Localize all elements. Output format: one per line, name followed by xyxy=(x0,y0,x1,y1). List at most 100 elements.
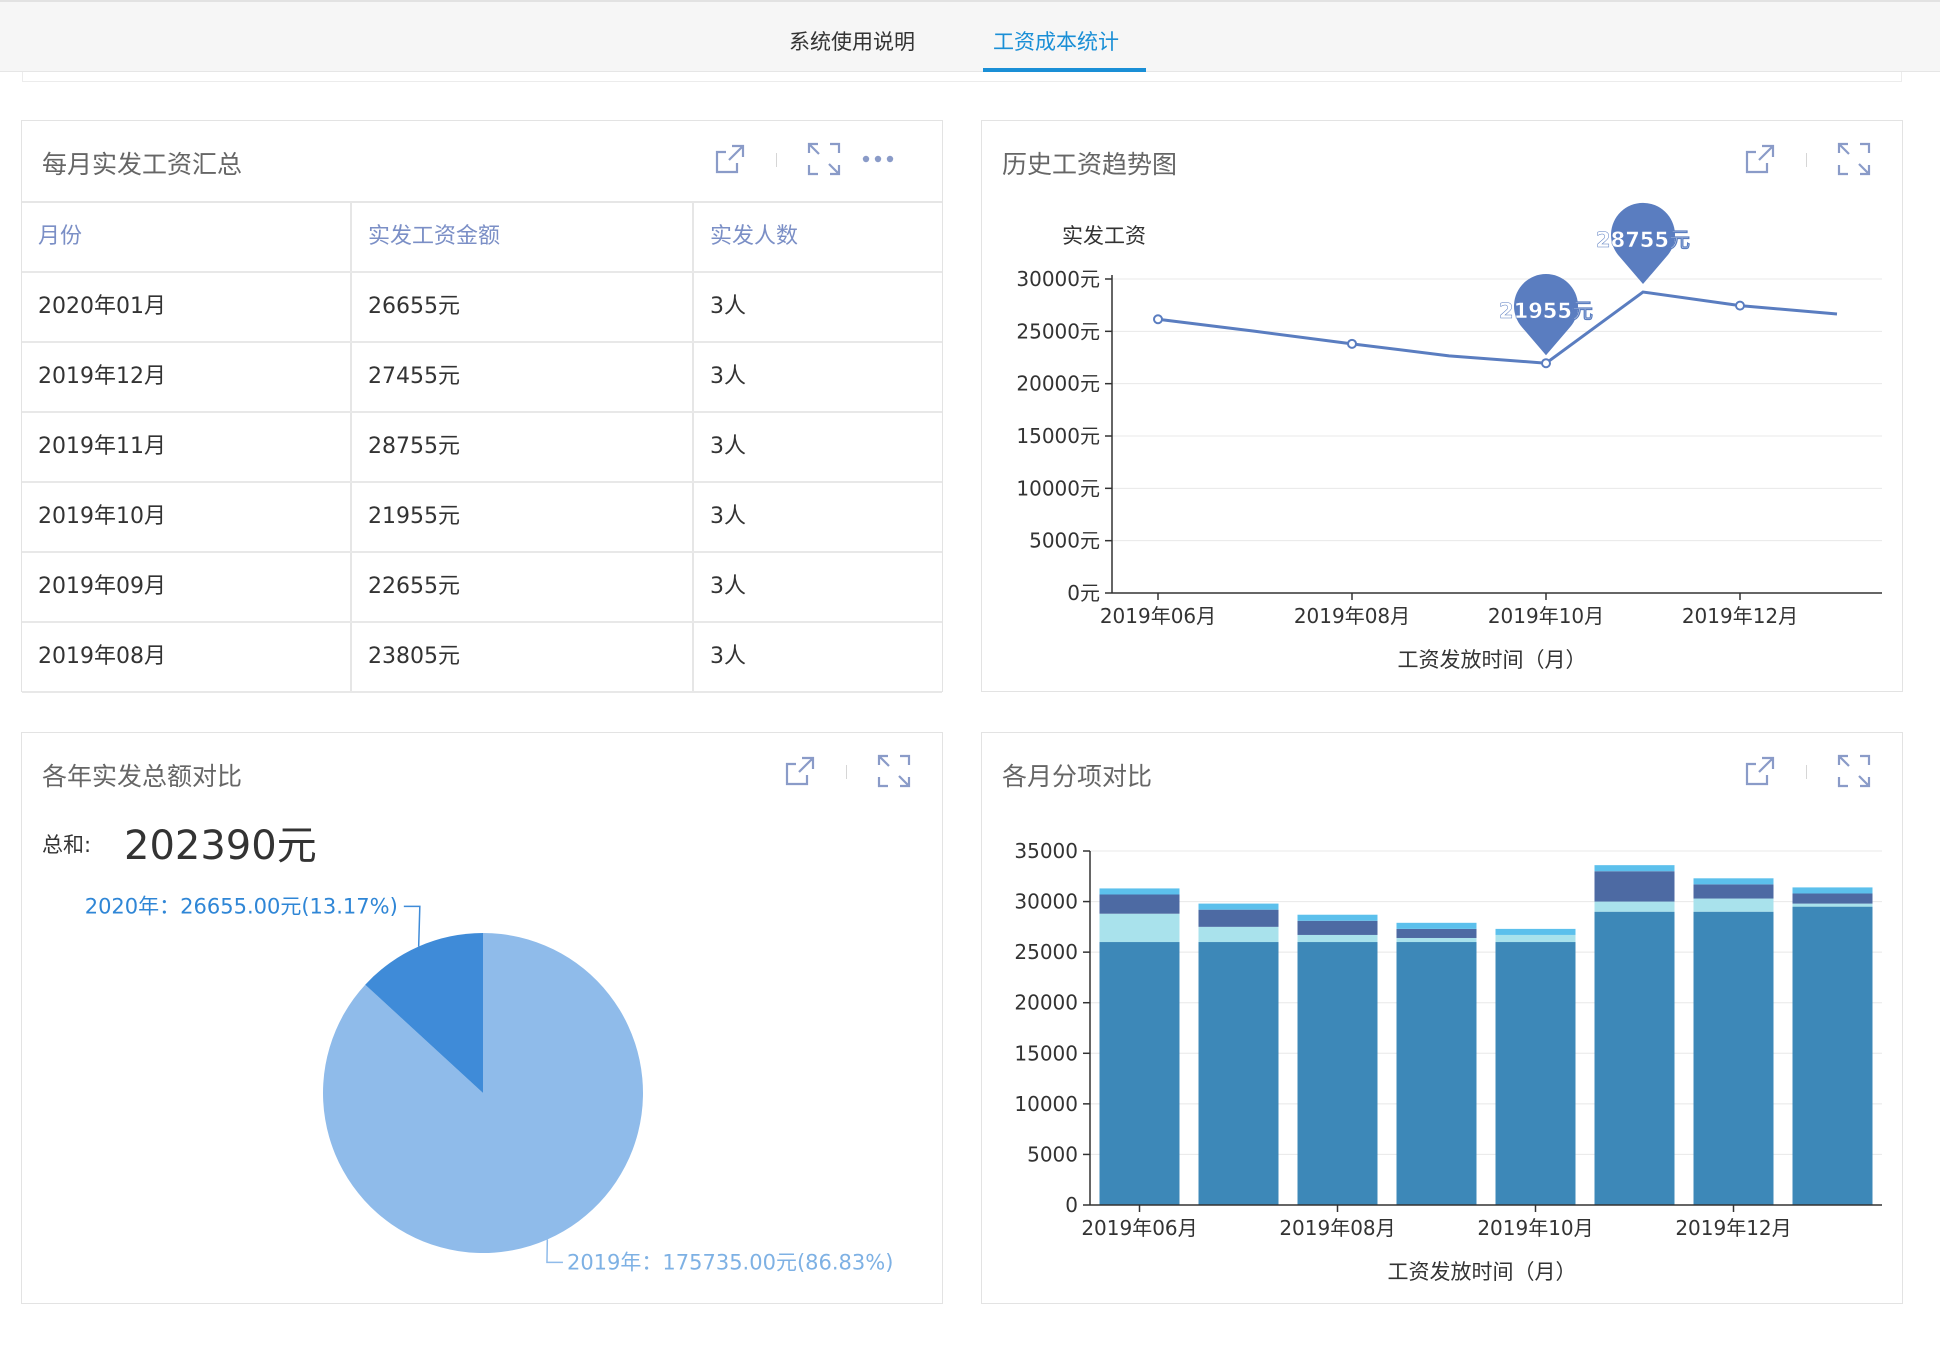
table-row[interactable]: 2019年08月 23805元 3人 xyxy=(22,623,942,693)
data-point xyxy=(1347,338,1357,349)
bar-segment xyxy=(1198,909,1279,927)
toolbar-separator xyxy=(1806,765,1807,779)
cell-amount: 21955元 xyxy=(352,483,694,551)
fullscreen-icon[interactable] xyxy=(1836,753,1872,789)
bar-segment xyxy=(1594,871,1675,902)
cell-amount: 27455元 xyxy=(352,343,694,411)
pie-slice-2020 xyxy=(365,933,483,1093)
cell-month: 2019年09月 xyxy=(22,553,352,621)
cell-headcount: 3人 xyxy=(710,294,746,319)
x-tick-label: 2019年10月 xyxy=(1488,604,1604,628)
marker-pin xyxy=(1514,274,1578,356)
column-header-amount[interactable]: 实发工资金额 xyxy=(352,203,694,271)
y-tick-label: 15000元 xyxy=(1016,424,1100,448)
table-row[interactable]: 2019年10月 21955元 3人 xyxy=(22,483,942,553)
bar-segment xyxy=(1198,942,1279,1205)
marker-pin xyxy=(1611,202,1675,285)
monthly-itemized-bar-chart: 0 5000 10000 15000 20000 25000 30000 35000 2019年… xyxy=(1014,839,1882,1284)
x-tick-label: 2019年08月 xyxy=(1279,1216,1395,1240)
bar-segment xyxy=(1099,913,1180,943)
y-tick-label: 25000元 xyxy=(1016,319,1100,343)
cell-headcount: 3人 xyxy=(710,504,746,529)
panel-title: 历史工资趋势图 xyxy=(1002,150,1178,179)
bar-segment xyxy=(1396,922,1477,929)
cell-headcount: 3人 xyxy=(710,364,746,389)
active-tab-indicator xyxy=(983,68,1146,72)
fullscreen-icon[interactable] xyxy=(876,753,912,789)
x-axis-title: 工资发放时间（月） xyxy=(1398,648,1587,672)
y-tick-label: 5000 xyxy=(1027,1142,1078,1166)
fullscreen-icon[interactable] xyxy=(1836,141,1872,177)
x-tick-label: 2019年06月 xyxy=(1081,1216,1197,1240)
bar-segment xyxy=(1099,888,1180,895)
y-tick-label: 35000 xyxy=(1014,839,1078,863)
cell-month: 2019年10月 xyxy=(22,483,352,551)
table-row[interactable]: 2019年11月 28755元 3人 xyxy=(22,413,942,483)
cell-headcount: 3人 xyxy=(710,644,746,669)
bar-segment xyxy=(1297,914,1378,921)
table-row[interactable]: 2019年12月 27455元 3人 xyxy=(22,343,942,413)
bar-segment xyxy=(1792,893,1873,904)
bar-segment xyxy=(1099,942,1180,1205)
export-icon[interactable] xyxy=(1742,141,1778,177)
cell-month: 2019年11月 xyxy=(22,413,352,481)
export-icon[interactable] xyxy=(712,141,748,177)
bar-segment xyxy=(1792,887,1873,894)
top-tab-bar: 系统使用说明 工资成本统计 xyxy=(0,0,1940,72)
marker-label: 21955元 xyxy=(1499,299,1593,323)
bar-segment xyxy=(1396,942,1477,1205)
column-header-month[interactable]: 月份 xyxy=(22,203,352,271)
bar-segment xyxy=(1297,934,1378,943)
table-header-row: 月份 实发工资金额 实发人数 xyxy=(22,203,942,273)
toolbar-separator xyxy=(846,765,847,779)
cell-month: 2019年12月 xyxy=(22,343,352,411)
cell-amount: 28755元 xyxy=(352,413,694,481)
cell-month: 2019年08月 xyxy=(22,623,352,691)
y-tick-label: 20000 xyxy=(1014,991,1078,1015)
bar-segment xyxy=(1594,901,1675,912)
bar-segment xyxy=(1495,928,1576,935)
panel-title: 各月分项对比 xyxy=(1002,762,1153,791)
salary-trend-line xyxy=(1157,290,1838,365)
bar-segment xyxy=(1495,934,1576,943)
tab-system-instructions[interactable]: 系统使用说明 xyxy=(789,30,915,54)
x-tick-label: 2019年08月 xyxy=(1294,604,1410,628)
export-icon[interactable] xyxy=(1742,753,1778,789)
pie-label-2019: 2019年：175735.00元(86.83%) xyxy=(567,1250,893,1274)
export-icon[interactable] xyxy=(782,753,818,789)
bar-segment xyxy=(1792,906,1873,1205)
bar-segment xyxy=(1594,911,1675,1205)
column-header-headcount[interactable]: 实发人数 xyxy=(710,224,799,249)
toolbar-separator xyxy=(1806,153,1807,167)
bar-segment xyxy=(1099,894,1180,914)
tab-salary-cost-statistics[interactable]: 工资成本统计 xyxy=(993,30,1119,54)
bar-segment xyxy=(1297,942,1378,1205)
y-tick-label: 10000 xyxy=(1014,1092,1078,1116)
y-tick-label: 30000 xyxy=(1014,890,1078,914)
y-tick-label: 15000 xyxy=(1014,1041,1078,1065)
monthly-itemized-panel: 各月分项对比 0 5000 10000 15000 20000 25000 30000 350… xyxy=(981,732,1903,1304)
x-axis-title: 工资发放时间（月） xyxy=(1388,1260,1577,1284)
pie-label-2020: 2020年：26655.00元(13.17%) xyxy=(85,894,398,918)
data-point xyxy=(1735,300,1745,311)
cell-amount: 23805元 xyxy=(352,623,694,691)
more-icon[interactable] xyxy=(860,141,896,177)
data-point xyxy=(1541,358,1551,369)
cell-month: 2020年01月 xyxy=(22,273,352,341)
fullscreen-icon[interactable] xyxy=(806,141,842,177)
marker-label: 28755元 xyxy=(1596,228,1690,252)
cell-headcount: 3人 xyxy=(710,574,746,599)
x-tick-label: 2019年12月 xyxy=(1675,1216,1791,1240)
table-row[interactable]: 2020年01月 26655元 3人 xyxy=(22,273,942,343)
sum-label: 总和: xyxy=(42,833,92,857)
yearly-total-pie-chart: 2020年：26655.00元(13.17%) 2019年：175735.00元(… xyxy=(85,894,894,1274)
y-tick-label: 0元 xyxy=(1067,581,1100,605)
bar-segment xyxy=(1693,911,1774,1205)
bar-segment xyxy=(1693,878,1774,885)
bar-segment xyxy=(1495,942,1576,1205)
panel-title: 每月实发工资汇总 xyxy=(42,150,243,179)
cell-headcount: 3人 xyxy=(710,434,746,459)
table-row[interactable]: 2019年09月 22655元 3人 xyxy=(22,553,942,623)
bar-segment xyxy=(1693,898,1774,912)
cell-amount: 22655元 xyxy=(352,553,694,621)
